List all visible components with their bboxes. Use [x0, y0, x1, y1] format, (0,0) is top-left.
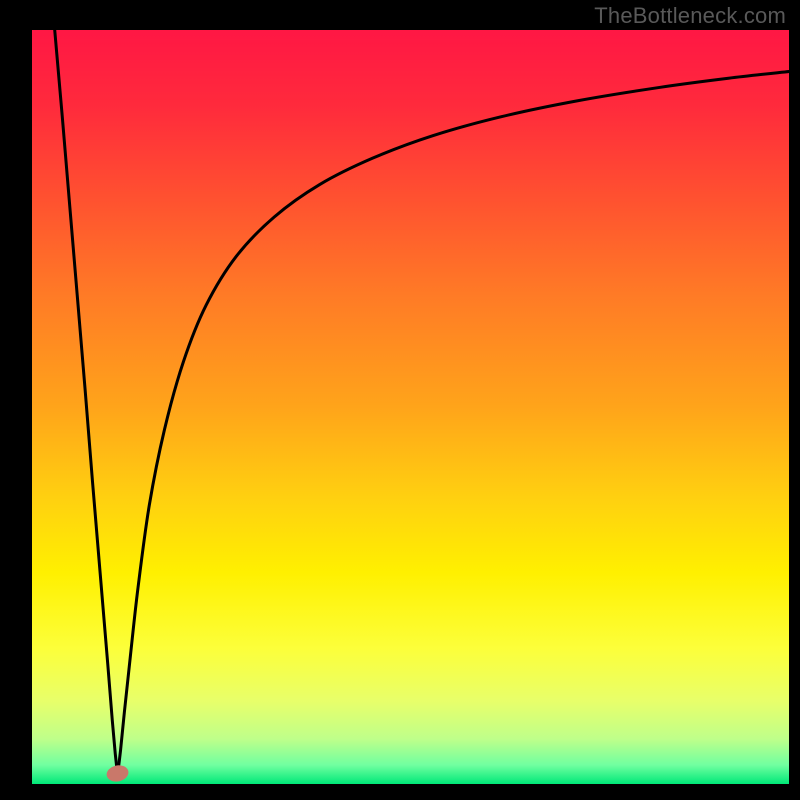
chart-container: TheBottleneck.com [0, 0, 800, 800]
watermark-text: TheBottleneck.com [594, 3, 786, 29]
bottleneck-chart [0, 0, 800, 800]
